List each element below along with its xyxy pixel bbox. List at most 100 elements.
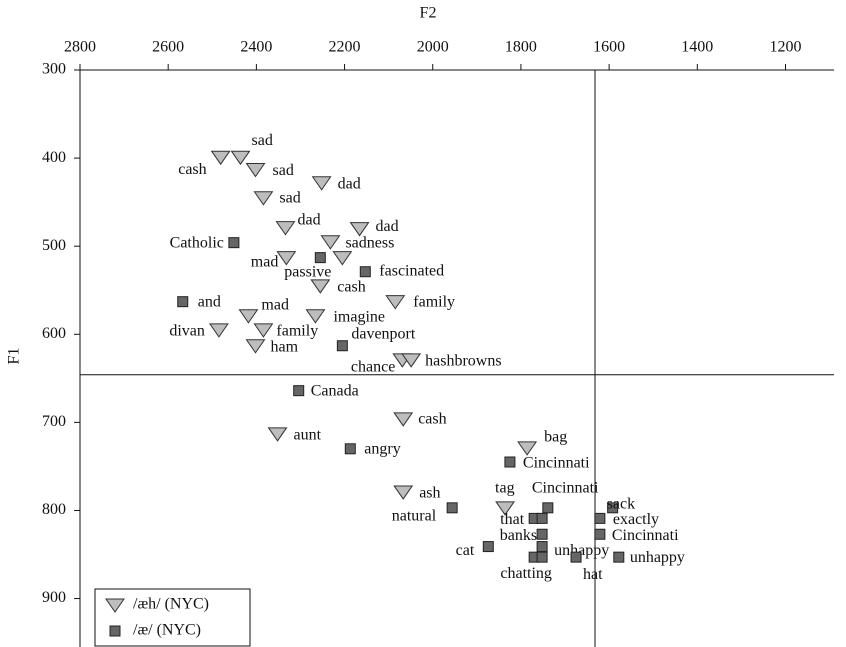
- triangle-marker: [253, 323, 274, 338]
- point-label: Catholic: [170, 234, 224, 251]
- point-label: Cincinnati: [532, 479, 599, 496]
- y-tick-label: 800: [42, 501, 66, 518]
- point-label: tag: [495, 479, 515, 496]
- triangle-marker: [332, 251, 353, 266]
- triangle-marker: [349, 222, 370, 237]
- point-label: ash: [419, 485, 440, 502]
- x-tick-label: 1800: [505, 39, 537, 56]
- triangle-marker: [311, 176, 332, 191]
- x-axis-title: F2: [420, 5, 437, 22]
- triangle-marker: [276, 251, 297, 266]
- legend-label: /æ/ (NYC): [133, 622, 201, 639]
- y-axis-title: F1: [6, 348, 23, 365]
- point-label: fascinated: [379, 262, 444, 279]
- point-label: dad: [338, 175, 361, 192]
- y-tick-label: 900: [42, 589, 66, 606]
- triangle-marker: [245, 163, 266, 178]
- triangle-marker: [310, 279, 331, 294]
- triangle-marker: [253, 191, 274, 206]
- x-tick-label: 2000: [417, 39, 449, 56]
- square-marker: [542, 502, 554, 514]
- point-label: Cincinnati: [612, 527, 679, 544]
- point-label: passive: [284, 263, 331, 280]
- point-label: hat: [583, 566, 603, 583]
- point-label: aunt: [294, 426, 322, 443]
- triangle-marker: [105, 598, 125, 613]
- point-label: sad: [252, 132, 273, 149]
- square-marker: [228, 237, 240, 249]
- point-label: cat: [456, 542, 475, 559]
- triangle-marker: [393, 485, 414, 500]
- triangle-marker: [230, 150, 251, 166]
- y-tick-label: 400: [42, 149, 66, 166]
- triangle-marker: [495, 501, 516, 516]
- point-label: angry: [364, 440, 400, 457]
- square-marker: [336, 340, 348, 352]
- square-marker: [594, 512, 606, 524]
- point-label: ham: [270, 338, 298, 355]
- triangle-marker: [267, 427, 288, 442]
- point-label: sad: [272, 162, 293, 179]
- square-marker: [293, 385, 305, 397]
- point-label: mad: [251, 253, 279, 270]
- x-tick-label: 2200: [329, 39, 361, 56]
- square-marker: [482, 541, 494, 553]
- triangle-marker: [245, 339, 266, 354]
- point-label: dad: [376, 218, 399, 235]
- square-marker: [613, 551, 625, 563]
- square-marker: [177, 296, 189, 308]
- point-label: sack: [607, 495, 635, 512]
- y-tick-label: 500: [42, 237, 66, 254]
- point-label: Cincinnati: [523, 455, 590, 472]
- point-label: cash: [178, 161, 206, 178]
- square-marker: [344, 443, 356, 455]
- point-label: chatting: [500, 565, 552, 582]
- point-label: exactly: [613, 511, 659, 528]
- square-marker: [594, 528, 606, 540]
- point-label: that: [500, 511, 525, 528]
- x-tick-label: 1200: [769, 39, 801, 56]
- point-label: chance: [351, 358, 395, 375]
- point-label: bag: [544, 429, 567, 446]
- y-tick-label: 700: [42, 413, 66, 430]
- point-label: sadness: [345, 234, 394, 251]
- square-marker: [446, 502, 458, 514]
- x-tick-label: 1600: [593, 39, 625, 56]
- point-label: hashbrowns: [425, 352, 501, 369]
- triangle-marker: [385, 295, 406, 310]
- point-label: dad: [297, 211, 320, 228]
- square-marker: [570, 551, 582, 563]
- point-label: banks: [500, 527, 537, 544]
- x-tick-label: 2400: [240, 39, 272, 56]
- point-label: cash: [337, 278, 365, 295]
- point-label: unhappy: [554, 542, 609, 559]
- square-marker: [504, 456, 516, 468]
- triangle-marker: [208, 323, 229, 338]
- square-marker: [536, 541, 548, 553]
- triangle-marker: [210, 150, 231, 166]
- point-label: divan: [169, 323, 205, 340]
- y-tick-label: 300: [42, 61, 66, 78]
- point-label: family: [276, 323, 318, 340]
- square-marker: [536, 528, 548, 540]
- point-label: natural: [392, 507, 437, 524]
- triangle-marker: [320, 235, 341, 250]
- point-label: family: [413, 293, 455, 310]
- square-marker: [536, 512, 548, 524]
- triangle-marker: [238, 309, 259, 324]
- square-marker: [536, 551, 548, 563]
- triangle-marker: [305, 309, 326, 324]
- point-label: cash: [418, 411, 446, 428]
- point-label: sad: [279, 189, 300, 206]
- legend-label: /æh/ (NYC): [133, 596, 209, 613]
- point-label: mad: [261, 296, 289, 313]
- point-label: imagine: [333, 308, 385, 325]
- point-label: and: [198, 293, 221, 310]
- triangle-marker: [393, 412, 414, 427]
- square-marker: [607, 502, 619, 514]
- y-tick-label: 600: [42, 325, 66, 342]
- triangle-marker: [275, 221, 296, 236]
- triangle-marker: [517, 441, 538, 456]
- x-tick-label: 2600: [152, 39, 184, 56]
